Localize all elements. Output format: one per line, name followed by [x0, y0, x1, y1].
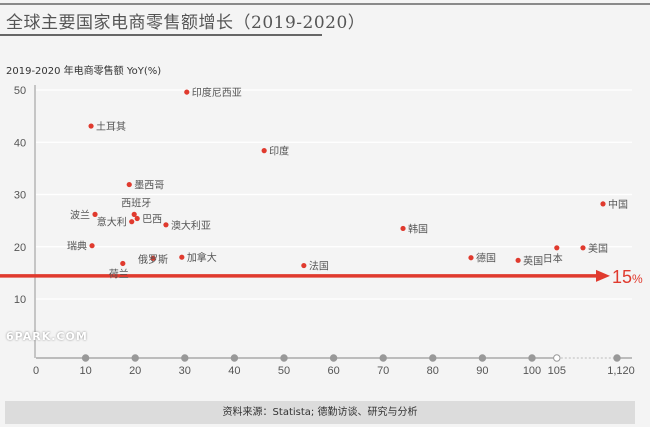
x-tick-label: 90: [476, 365, 488, 377]
point-label: 法国: [309, 260, 329, 273]
data-point: [131, 211, 137, 217]
chart-title: 全球主要国家电商零售额增长（2019-2020）: [6, 13, 366, 33]
y-axis-label: 2019-2020 年电商零售额 YoY(%): [6, 66, 162, 77]
data-point: [163, 222, 169, 228]
data-point: [468, 255, 474, 261]
data-point: [400, 225, 406, 232]
x-tick-label: 20: [129, 365, 141, 377]
point-label: 加拿大: [187, 251, 217, 264]
point-label: 西班牙: [121, 197, 151, 209]
x-tick-label: 10: [79, 365, 91, 377]
data-point: [126, 181, 132, 188]
point-label: 波兰: [70, 208, 90, 221]
y-tick-label: 10: [14, 294, 26, 306]
x-tick-marker: [81, 354, 90, 362]
point-label: 中国: [608, 198, 628, 211]
x-tick-label: 40: [228, 365, 240, 377]
point-label: 日本: [543, 252, 563, 265]
data-point: [134, 215, 140, 222]
x-tick-label: 70: [377, 365, 389, 377]
x-tick-marker: [280, 354, 288, 362]
threshold-label: 15%: [612, 267, 643, 287]
x-tick-marker: [181, 354, 189, 362]
data-point: [301, 262, 307, 269]
x-tick-marker: [613, 354, 621, 362]
point-label: 荷兰: [109, 267, 129, 280]
y-tick-label: 20: [14, 242, 26, 254]
x-tick-label: 100: [523, 365, 541, 377]
title-underline: [0, 34, 322, 36]
threshold-arrow-head: [596, 269, 610, 282]
point-label: 瑞典: [67, 240, 87, 253]
x-tick-marker: [429, 354, 437, 362]
point-label: 美国: [588, 242, 608, 255]
data-point: [120, 260, 126, 267]
data-point: [184, 89, 190, 95]
y-tick-label: 40: [14, 137, 26, 149]
point-label: 澳大利亚: [171, 219, 211, 232]
x-tick-label: 60: [327, 365, 339, 377]
point-label: 巴西: [142, 214, 162, 226]
x-tick-label: 50: [278, 365, 290, 377]
x-tick-marker: [230, 354, 239, 362]
data-point: [580, 245, 586, 251]
point-label: 墨西哥: [134, 180, 164, 192]
top-rule: [0, 3, 650, 5]
point-label: 意大利: [97, 216, 127, 229]
point-label: 印度尼西亚: [192, 86, 242, 99]
data-point: [261, 148, 267, 154]
x-tick-marker: [553, 354, 561, 362]
point-label: 德国: [476, 252, 496, 265]
threshold-unit: %: [632, 272, 643, 286]
x-tick-label: 0: [33, 365, 39, 377]
data-point: [179, 254, 185, 260]
data-point: [554, 245, 560, 251]
data-point: [92, 211, 98, 217]
point-label: 俄罗斯: [138, 253, 168, 266]
y-tick-label: 50: [14, 85, 26, 97]
data-point: [129, 219, 135, 225]
watermark: 6PARK.COM: [6, 330, 88, 343]
x-tick-marker: [131, 354, 139, 362]
source-footer: 资料来源：Statista; 德勤访谈、研究与分析: [5, 401, 635, 424]
data-point: [89, 243, 95, 249]
data-point: [88, 123, 94, 129]
x-tick-label: 1,120: [607, 365, 635, 377]
point-label: 韩国: [408, 222, 428, 235]
x-tick-label: 30: [179, 365, 191, 377]
data-point: [150, 255, 156, 261]
x-tick-marker: [528, 354, 536, 362]
point-label: 印度: [269, 145, 289, 158]
x-tick-marker: [329, 354, 338, 362]
x-tick-label: 105: [548, 365, 566, 377]
x-tick-marker: [379, 354, 387, 362]
point-label: 土耳其: [96, 120, 126, 133]
y-tick-label: 30: [14, 190, 26, 202]
data-point: [515, 257, 521, 263]
point-label: 英国: [523, 254, 543, 267]
data-point: [600, 201, 606, 207]
x-tick-marker: [478, 354, 487, 362]
x-tick-label: 80: [427, 365, 439, 377]
